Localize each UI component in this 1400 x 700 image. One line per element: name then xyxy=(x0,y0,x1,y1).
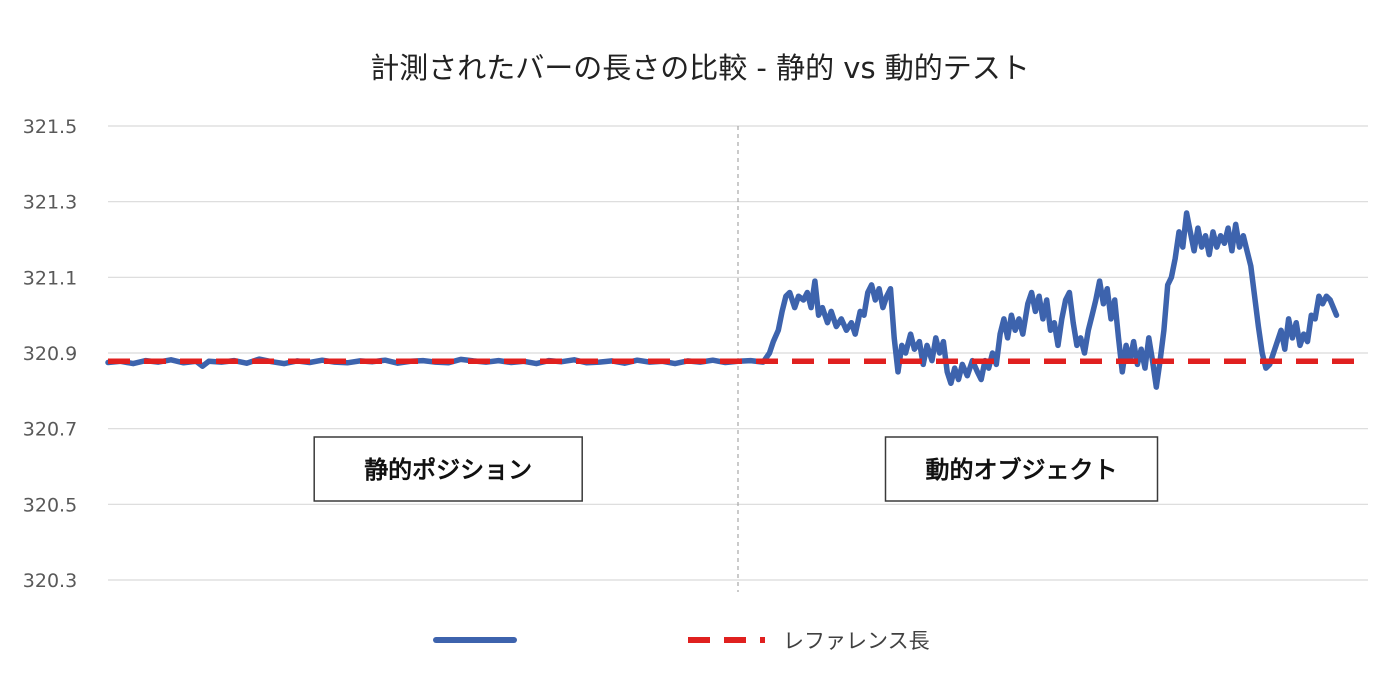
plot-area xyxy=(105,210,1368,390)
y-axis: 321.5 321.3 321.1 320.9 320.7 320.5 320.3 xyxy=(23,116,77,592)
legend-label-reference: レファレンス長 xyxy=(783,629,930,653)
chart-title: 計測されたバーの長さの比較 - 静的 vs 動的テスト xyxy=(370,51,1030,85)
annotation-label: 動的オブジェクト xyxy=(926,456,1118,484)
annotations: 静的ポジション 動的オブジェクト xyxy=(313,436,1159,502)
annotation-label: 静的ポジション xyxy=(364,456,532,484)
annotation-box xyxy=(884,436,1159,502)
y-tick-label: 320.5 xyxy=(23,494,77,516)
legend: レファレンス長 xyxy=(433,629,930,653)
y-tick-label: 320.7 xyxy=(23,419,77,441)
y-tick-label: 321.5 xyxy=(23,116,77,138)
y-tick-label: 320.9 xyxy=(23,343,77,365)
y-tick-label: 320.3 xyxy=(23,570,77,592)
annotation-box xyxy=(313,436,583,502)
y-tick-label: 321.1 xyxy=(23,267,77,289)
y-tick-label: 321.3 xyxy=(23,192,77,214)
